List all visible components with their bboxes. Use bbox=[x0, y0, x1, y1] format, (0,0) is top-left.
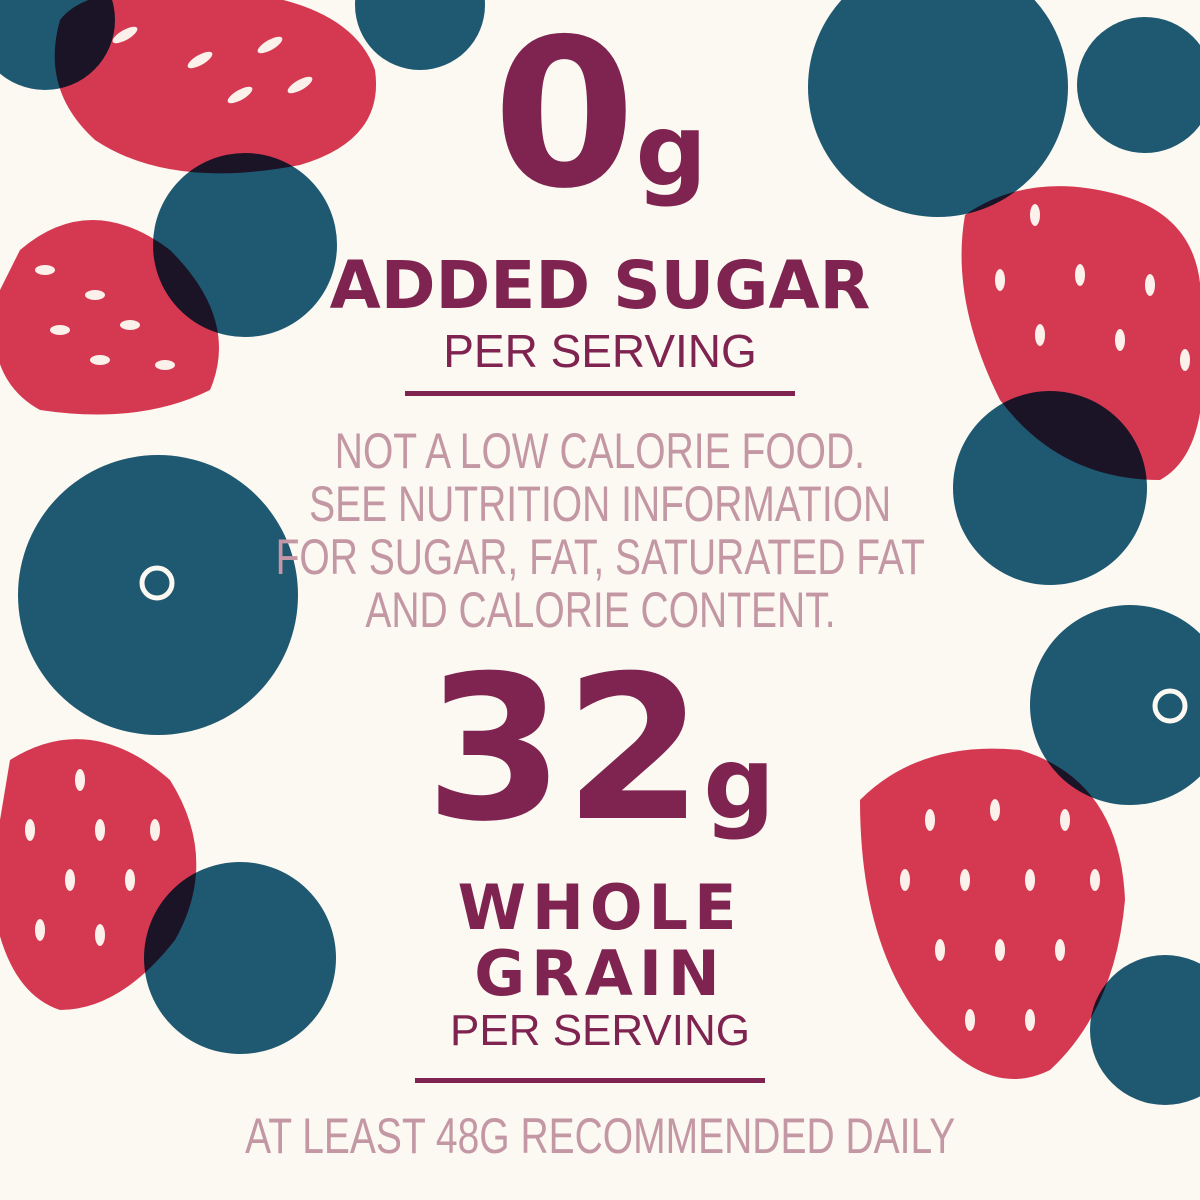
footer-note: AT LEAST 48G RECOMMENDED DAILY bbox=[0, 1108, 1200, 1164]
sugar-unit: g bbox=[635, 92, 708, 209]
disclaimer-line: SEE NUTRITION INFORMATION bbox=[308, 476, 892, 532]
grain-sublabel: PER SERVING bbox=[450, 1006, 750, 1055]
divider bbox=[405, 391, 795, 396]
sugar-amount: 0g bbox=[0, 0, 1200, 266]
disclaimer-line: FOR SUGAR, FAT, SATURATED FAT bbox=[275, 529, 925, 585]
divider bbox=[415, 1078, 765, 1083]
grain-label-line1: WHOLE bbox=[457, 871, 743, 944]
grain-value: 32 bbox=[425, 633, 704, 866]
disclaimer: NOT A LOW CALORIE FOOD. SEE NUTRITION IN… bbox=[0, 425, 1200, 637]
sugar-sublabel: PER SERVING bbox=[443, 325, 757, 377]
sugar-label: ADDED SUGAR bbox=[329, 247, 871, 324]
grain-label-line2: GRAIN bbox=[474, 937, 726, 1010]
grain-amount: 32g bbox=[0, 640, 1200, 894]
footer-text: AT LEAST 48G RECOMMENDED DAILY bbox=[244, 1108, 956, 1164]
disclaimer-line: AND CALORIE CONTENT. bbox=[364, 582, 836, 638]
disclaimer-line: NOT A LOW CALORIE FOOD. bbox=[334, 423, 866, 479]
grain-unit: g bbox=[703, 725, 775, 842]
sugar-value: 0 bbox=[492, 0, 636, 234]
strawberry-icons bbox=[0, 0, 1200, 1079]
